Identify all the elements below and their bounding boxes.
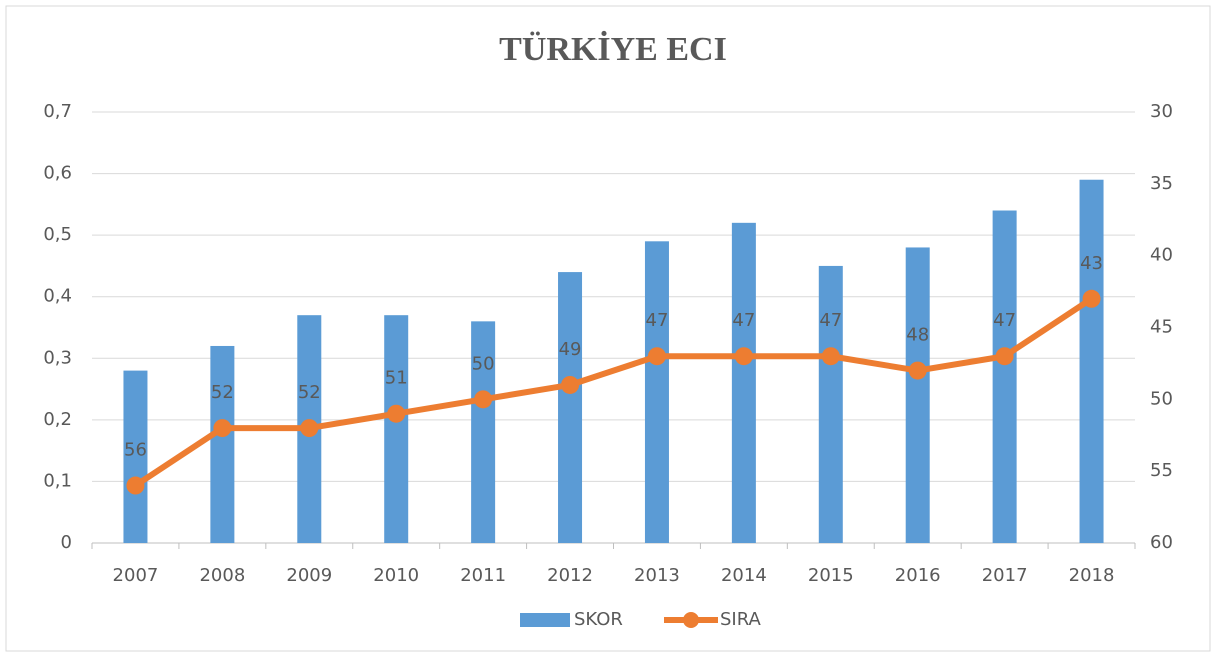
line [133, 296, 1094, 489]
bar [905, 247, 930, 543]
bar [644, 241, 669, 544]
x-tick-label: 2007 [113, 565, 159, 586]
bar [123, 370, 148, 543]
y-tick-label: 0,1 [43, 470, 72, 491]
data-label: 52 [211, 382, 234, 403]
y2-tick-label: 55 [1150, 460, 1173, 481]
y-tick-label: 0,2 [43, 409, 72, 430]
y2-tick-label: 50 [1150, 388, 1173, 409]
data-label: 49 [559, 339, 582, 360]
bar [210, 345, 235, 543]
chart-border [5, 5, 1211, 652]
y-tick-label: 0 [61, 532, 72, 553]
legend-marker [683, 612, 699, 628]
data-label: 50 [472, 353, 495, 374]
legend-label: SKOR [574, 609, 623, 630]
bar [818, 265, 843, 543]
data-label: 52 [298, 382, 321, 403]
y2-tick-label: 60 [1150, 532, 1173, 553]
y-tick-label: 0,4 [43, 286, 72, 307]
y2-tick-label: 35 [1150, 173, 1173, 194]
x-tick-label: 2014 [721, 565, 767, 586]
y2-tick-label: 30 [1150, 101, 1173, 122]
x-tick-label: 2015 [808, 565, 854, 586]
line-marker [995, 347, 1014, 366]
bar [731, 222, 756, 544]
y2-tick-label: 45 [1150, 317, 1173, 338]
bar [992, 210, 1017, 543]
data-label: 47 [646, 310, 669, 331]
data-label: 47 [819, 310, 842, 331]
data-label: 47 [732, 310, 755, 331]
x-tick-label: 2010 [373, 565, 419, 586]
chart-title: TÜRKİYE ECI [499, 30, 727, 68]
line-marker [126, 476, 145, 495]
legend-label: SIRA [720, 609, 762, 630]
data-label: 43 [1080, 253, 1103, 274]
x-tick-label: 2011 [460, 565, 506, 586]
y-tick-label: 0,3 [43, 347, 72, 368]
line-marker [821, 347, 840, 366]
y-tick-label: 0,7 [43, 101, 72, 122]
x-tick-label: 2017 [982, 565, 1028, 586]
y-tick-label: 0,5 [43, 224, 72, 245]
x-tick-label: 2009 [286, 565, 332, 586]
line-marker [1082, 289, 1101, 308]
line-marker [734, 347, 753, 366]
line-marker [561, 375, 580, 394]
line-marker [474, 390, 493, 409]
line-marker [387, 404, 406, 423]
data-label: 47 [993, 310, 1016, 331]
x-tick-label: 2012 [547, 565, 593, 586]
line-marker [908, 361, 927, 380]
line-marker [213, 419, 232, 438]
bar [558, 272, 583, 543]
x-tick-label: 2018 [1069, 565, 1115, 586]
x-tick-label: 2013 [634, 565, 680, 586]
y-tick-label: 0,6 [43, 163, 72, 184]
line-marker [300, 419, 319, 438]
x-tick-label: 2016 [895, 565, 941, 586]
data-label: 51 [385, 368, 408, 389]
bar [1079, 179, 1104, 543]
y2-tick-label: 40 [1150, 245, 1173, 266]
data-label: 48 [906, 325, 929, 346]
legend-swatch [520, 613, 570, 627]
line-marker [647, 347, 666, 366]
x-tick-label: 2008 [199, 565, 245, 586]
bar [384, 315, 409, 543]
data-label: 56 [124, 440, 147, 461]
bar [471, 321, 496, 543]
